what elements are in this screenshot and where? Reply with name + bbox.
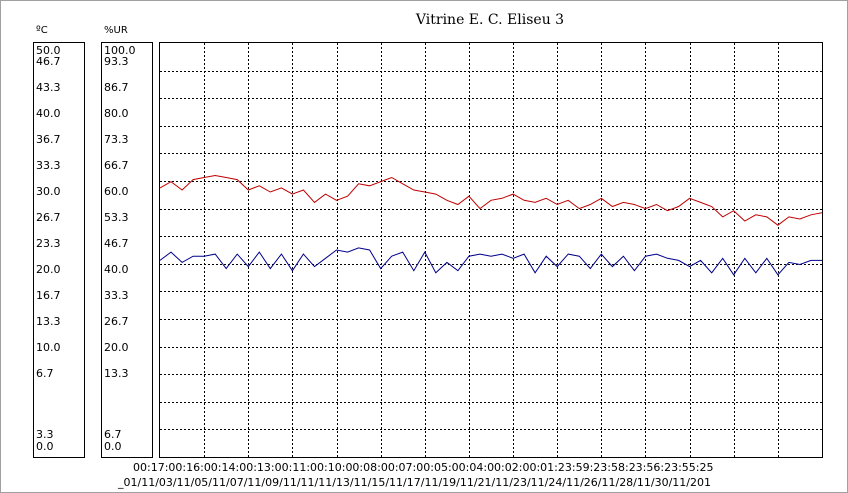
temperature-tick-label: 20.0 [36,263,61,276]
x-axis-date-labels: _01/11/03/11/05/11/07/11/09/11/11/11/13/… [118,476,711,489]
temperature-tick-label: 10.0 [36,341,61,354]
humidity-series-line [160,247,822,276]
humidity-tick-label: 0.0 [104,440,122,453]
humidity-tick-label: 26.7 [104,315,129,328]
humidity-tick-label: 13.3 [104,367,129,380]
humidity-tick-label: 73.3 [104,133,129,146]
temperature-tick-label: 23.3 [36,237,61,250]
temperature-tick-label: 43.3 [36,81,61,94]
temperature-tick-label: 36.7 [36,133,61,146]
temperature-tick-label: 40.0 [36,107,61,120]
humidity-tick-label: 66.7 [104,159,129,172]
humidity-tick-label: 6.7 [104,428,122,441]
temperature-tick-label: 16.7 [36,289,61,302]
humidity-tick-label: 46.7 [104,237,129,250]
temperature-tick-label: 30.0 [36,185,61,198]
humidity-tick-label: 40.0 [104,263,129,276]
temperature-series-line [160,174,822,226]
x-axis-time-labels: 00:17:00:16:00:14:00:13:00:11:00:10:00:0… [133,461,714,474]
humidity-axis: 100.0 93.3 86.7 80.0 73.3 66.7 60.0 53.3 46.7 40.… [101,42,153,458]
chart-title: Vitrine E. C. Eliseu 3 [415,12,565,28]
temperature-tick-label: 33.3 [36,159,61,172]
temperature-axis: 50.0 46.7 43.3 40.0 36.7 33.3 30.0 26.7 23.3 20.0… [33,42,85,458]
humidity-tick-label: 33.3 [104,289,129,302]
humidity-tick-label: 53.3 [104,211,129,224]
plot-area [159,42,823,458]
humidity-tick-label: 20.0 [104,341,129,354]
temperature-tick-label: 50.0 [36,44,61,57]
temperature-tick-label: 6.7 [36,367,54,380]
humidity-unit-label: %UR [104,25,128,36]
plot-svg [160,43,822,457]
temperature-tick-label: 3.3 [36,428,54,441]
humidity-tick-label: 86.7 [104,81,129,94]
humidity-tick-label: 60.0 [104,185,129,198]
temperature-tick-label: 0.0 [36,440,54,453]
temperature-unit-label: ºC [36,25,48,36]
temperature-tick-label: 26.7 [36,211,61,224]
humidity-tick-label: 80.0 [104,107,129,120]
humidity-tick-label: 100.0 [104,44,136,57]
temperature-tick-label: 13.3 [36,315,61,328]
humidity-tick-label: 93.3 [104,55,129,68]
temperature-tick-label: 46.7 [36,55,61,68]
